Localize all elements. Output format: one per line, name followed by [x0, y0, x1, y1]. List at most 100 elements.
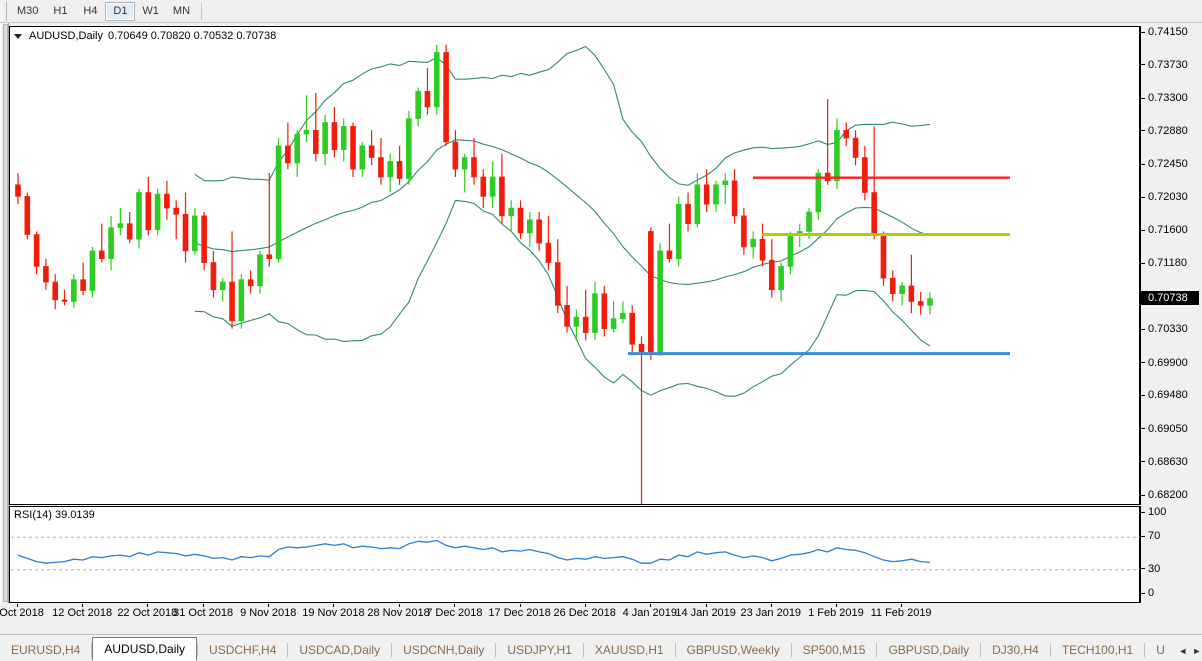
candle-body — [247, 279, 254, 287]
symbol-tab-gbpusd-weekly[interactable]: GBPUSD,Weekly — [686, 643, 780, 657]
candle-body — [592, 293, 598, 333]
tab-separator — [582, 643, 584, 657]
candle-body — [527, 219, 533, 234]
candle-body — [89, 250, 96, 291]
candle-body — [303, 129, 310, 135]
toolbar-separator — [201, 2, 203, 20]
rsi-line — [17, 539, 931, 564]
price-axis[interactable]: 0.74150 0.73730 0.73300 0.72880 0.72450 0.720… — [1140, 26, 1202, 505]
time-tick-label: 4 Jan 2019 — [622, 607, 678, 619]
candle-body — [61, 299, 68, 302]
candle-body — [443, 52, 449, 143]
tab-separator — [790, 643, 792, 657]
tab-separator — [1144, 643, 1146, 657]
rsi-tick-label: 30 — [1141, 563, 1160, 575]
price-tick-label: 0.72030 — [1141, 191, 1188, 203]
timeframe-button-d1[interactable]: D1 — [105, 1, 136, 21]
tab-scroll-right-icon[interactable]: ► — [1192, 646, 1202, 656]
symbol-tab-eurusd-h4[interactable]: EURUSD,H4 — [11, 643, 81, 657]
price-tick-label: 0.68200 — [1141, 489, 1188, 501]
timeframe-button-w1[interactable]: W1 — [142, 5, 159, 17]
time-tick-mark — [398, 604, 400, 607]
price-tick-mark — [1141, 64, 1145, 66]
toolbar-empty-area — [206, 2, 1202, 21]
rsi-tick-mark — [1141, 511, 1145, 513]
tab-separator — [876, 643, 878, 657]
timeframe-toolbar: M30 H1 H4 D1 W1 MN — [0, 0, 1202, 23]
price-tick-mark — [1141, 494, 1145, 496]
symbol-tab-usdchf-h4[interactable]: USDCHF,H4 — [209, 643, 277, 657]
time-tick-mark — [705, 604, 707, 607]
candle-body — [610, 318, 617, 329]
tab-separator — [495, 643, 497, 657]
tab-separator — [287, 643, 289, 657]
symbol-tab-usdcad-daily[interactable]: USDCAD,Daily — [299, 643, 381, 657]
price-tick-label: 0.71180 — [1141, 257, 1187, 269]
price-tick-label: 0.69480 — [1141, 389, 1188, 401]
price-tick-mark — [1141, 130, 1145, 132]
rsi-chart-canvas[interactable] — [10, 507, 1139, 602]
candle-body — [294, 133, 300, 164]
timeframe-button-h4[interactable]: H4 — [83, 5, 98, 17]
toolbar-drag-handle[interactable] — [1, 1, 7, 21]
rsi-tick-text: 100 — [1148, 506, 1167, 519]
symbol-tab-sp500-m15[interactable]: SP500,M15 — [802, 643, 866, 657]
candle-body — [582, 316, 589, 333]
bollinger-lower-band — [194, 199, 931, 397]
time-tick-label: 11 Feb 2019 — [870, 607, 932, 619]
symbol-tab-u[interactable]: U — [1156, 643, 1165, 657]
rsi-tick-label: 0 — [1141, 587, 1154, 599]
symbol-tab-usdjpy-h1[interactable]: USDJPY,H1 — [507, 643, 572, 657]
chart-data-window-header: AUDUSD,Daily 0.70649 0.70820 0.70532 0.7… — [14, 29, 276, 43]
time-tick-mark — [835, 604, 837, 607]
candle-body — [33, 234, 40, 267]
symbol-tab-dj30-h4[interactable]: DJ30,H4 — [992, 643, 1039, 657]
rsi-tick-mark — [1141, 592, 1145, 594]
price-tick-label: 0.68630 — [1141, 455, 1188, 468]
price-chart-canvas[interactable] — [10, 27, 1139, 504]
timeframe-button-h1[interactable]: H1 — [53, 5, 68, 17]
rsi-axis[interactable]: 100 70 30 0 — [1140, 506, 1202, 603]
candle-body — [340, 126, 347, 151]
candle-body — [275, 145, 282, 259]
rsi-tick-mark — [1141, 535, 1145, 537]
symbol-tab-audusd-daily[interactable]: AUDUSD,Daily — [92, 637, 198, 661]
rsi-indicator-pane[interactable]: RSI(14) 39.0139 — [9, 506, 1140, 603]
chevron-down-icon[interactable] — [14, 33, 22, 39]
timeframe-button-mn[interactable]: MN — [172, 5, 191, 17]
candle-body — [396, 161, 403, 179]
candle-body — [778, 266, 784, 291]
symbol-tab-gbpusd-daily[interactable]: GBPUSD,Daily — [888, 643, 970, 657]
candle-body — [145, 192, 152, 231]
price-tick-label: 0.72880 — [1141, 125, 1188, 137]
time-tick-label: 26 Dec 2018 — [553, 607, 616, 619]
candle-body — [433, 52, 440, 108]
candle-body — [312, 129, 319, 154]
price-tick-text: 0.72030 — [1148, 191, 1188, 203]
time-tick-label: 22 Oct 2018 — [117, 607, 178, 619]
tab-scroll-left-icon[interactable]: ◄ — [1178, 646, 1188, 656]
rsi-tick-label: 100 — [1141, 506, 1166, 518]
timeframe-button-m30[interactable]: M30 — [17, 5, 39, 17]
price-chart-pane[interactable]: AUDUSD,Daily 0.70649 0.70820 0.70532 0.7… — [9, 26, 1140, 505]
time-tick-label: 28 Nov 2018 — [367, 607, 430, 619]
candle-body — [257, 254, 263, 287]
price-tick-text: 0.72450 — [1148, 158, 1188, 171]
candle-body — [768, 259, 775, 291]
candle-body — [843, 129, 850, 139]
price-tick-mark — [1141, 31, 1145, 33]
rsi-tick-mark — [1141, 568, 1145, 570]
candle-body — [219, 281, 226, 291]
candle-body — [266, 254, 273, 259]
vertical-scrollbar[interactable] — [3, 24, 8, 602]
candle-body — [852, 137, 859, 158]
symbol-tab-xauusd-h1[interactable]: XAUUSD,H1 — [594, 643, 664, 657]
candle-body — [164, 193, 170, 209]
candle-body — [666, 250, 673, 259]
chart-frame: AUDUSD,Daily 0.70649 0.70820 0.70532 0.7… — [0, 23, 1202, 634]
candle-body — [452, 141, 459, 170]
symbol-tab-tech100-h1[interactable]: TECH100,H1 — [1061, 643, 1134, 657]
tab-separator — [91, 643, 93, 657]
symbol-tab-usdcnh-daily[interactable]: USDCNH,Daily — [403, 643, 485, 657]
